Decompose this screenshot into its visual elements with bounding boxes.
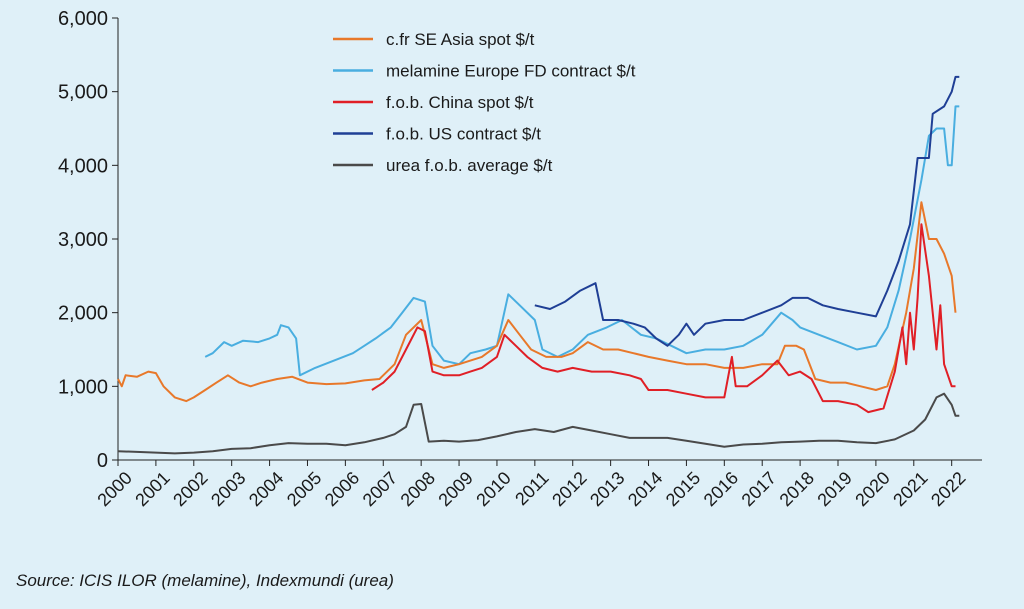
x-tick-label: 2003 — [207, 468, 249, 510]
x-tick-label: 2000 — [93, 468, 135, 510]
y-tick-label: 1,000 — [58, 376, 108, 398]
series-line — [117, 201, 957, 403]
x-tick-label: 2019 — [813, 468, 855, 510]
x-tick-label: 2012 — [548, 468, 590, 510]
y-tick-label: 5,000 — [58, 82, 108, 104]
x-tick-label: 2011 — [511, 468, 553, 510]
x-tick-label: 2006 — [321, 468, 363, 510]
y-tick-label: 2,000 — [58, 303, 108, 325]
series-line — [534, 75, 960, 347]
x-tick-label: 2002 — [169, 468, 211, 510]
source-note: Source: ICIS ILOR (melamine), Indexmundi… — [16, 571, 394, 590]
y-tick-label: 6,000 — [58, 8, 108, 30]
x-tick-label: 2018 — [776, 468, 818, 510]
series-line — [371, 223, 956, 414]
x-tick-label: 2010 — [472, 468, 514, 510]
x-tick-label: 2020 — [851, 468, 893, 510]
legend-label: f.o.b. China spot $/t — [386, 93, 534, 112]
axes: 01,0002,0003,0004,0005,0006,000200020012… — [58, 8, 982, 510]
legend-label: f.o.b. US contract $/t — [386, 125, 541, 144]
legend-label: melamine Europe FD contract $/t — [386, 62, 636, 81]
x-tick-label: 2013 — [586, 468, 628, 510]
x-tick-label: 2021 — [889, 468, 931, 510]
y-tick-label: 0 — [97, 450, 108, 472]
x-tick-label: 2001 — [131, 468, 173, 510]
x-tick-label: 2022 — [927, 468, 969, 510]
x-tick-label: 2016 — [700, 468, 742, 510]
series-line — [117, 392, 960, 455]
x-tick-label: 2005 — [283, 468, 325, 510]
line-chart: 01,0002,0003,0004,0005,0006,000200020012… — [58, 8, 982, 510]
x-tick-label: 2017 — [738, 468, 780, 510]
x-tick-label: 2009 — [434, 468, 476, 510]
legend-label: urea f.o.b. average $/t — [386, 156, 553, 175]
x-tick-label: 2004 — [245, 468, 287, 510]
legend: c.fr SE Asia spot $/t melamine Europe FD … — [333, 30, 636, 175]
y-tick-label: 4,000 — [58, 155, 108, 177]
series-line — [204, 105, 960, 377]
x-tick-label: 2007 — [359, 468, 401, 510]
legend-label: c.fr SE Asia spot $/t — [386, 30, 535, 49]
x-tick-label: 2008 — [397, 468, 439, 510]
y-tick-label: 3,000 — [58, 229, 108, 251]
x-tick-label: 2014 — [624, 468, 666, 510]
series-lines — [117, 75, 960, 455]
x-tick-label: 2015 — [662, 468, 704, 510]
